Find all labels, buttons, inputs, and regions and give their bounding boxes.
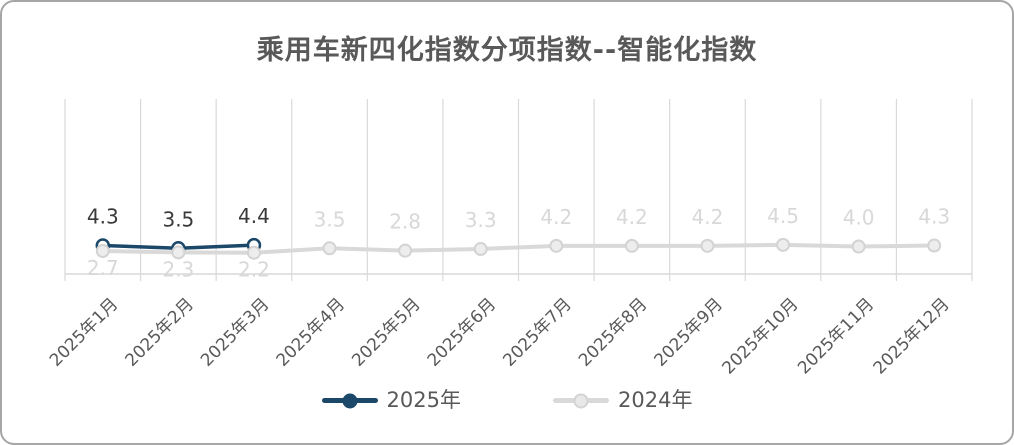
x-axis-label: 2025年5月 xyxy=(348,294,424,370)
legend-line-marker-2025-icon xyxy=(321,393,378,408)
data-point-marker-2024[interactable] xyxy=(549,238,564,253)
data-point-marker-2024[interactable] xyxy=(473,241,488,256)
data-label-2025: 3.5 xyxy=(162,207,194,231)
data-label-2025: 4.4 xyxy=(238,204,270,228)
legend-label-2025: 2025年 xyxy=(386,388,461,412)
data-point-marker-2024[interactable] xyxy=(246,245,261,260)
data-point-marker-2024[interactable] xyxy=(171,245,186,260)
x-axis-label: 2025年4月 xyxy=(273,294,349,370)
data-label-2024: 4.2 xyxy=(616,205,648,229)
data-label-2024: 2.2 xyxy=(238,258,270,282)
data-point-marker-2024[interactable] xyxy=(398,243,413,258)
x-axis-label: 2025年3月 xyxy=(197,294,273,370)
data-point-marker-2024[interactable] xyxy=(927,238,942,253)
x-axis-label: 2025年8月 xyxy=(575,294,651,370)
data-point-marker-2024[interactable] xyxy=(322,241,337,256)
x-axis-label: 2025年7月 xyxy=(499,294,575,370)
data-label-2024: 3.5 xyxy=(314,207,346,231)
x-axis-label: 2025年12月 xyxy=(870,294,954,378)
data-point-marker-2024[interactable] xyxy=(776,237,791,252)
data-label-2024: 4.2 xyxy=(692,205,724,229)
data-label-2024: 4.0 xyxy=(843,206,875,230)
data-point-marker-2024[interactable] xyxy=(700,238,715,253)
x-axis-label: 2025年11月 xyxy=(794,294,878,378)
series-line-2024 xyxy=(100,242,937,255)
legend-label-2024: 2024年 xyxy=(618,388,693,412)
x-axis-label: 2025年2月 xyxy=(121,294,197,370)
chart-title: 乘用车新四化指数分项指数--智能化指数 xyxy=(256,35,758,66)
data-label-2024: 2.3 xyxy=(162,257,194,281)
data-point-marker-2024[interactable] xyxy=(851,239,866,254)
data-point-marker-2024[interactable] xyxy=(624,238,639,253)
data-label-2025: 4.3 xyxy=(87,205,119,229)
legend-item-2025[interactable]: 2025年 xyxy=(321,388,461,412)
x-axis-label: 2025年10月 xyxy=(718,294,802,378)
legend-dot-2025 xyxy=(342,393,358,408)
data-label-2024: 3.3 xyxy=(465,208,497,232)
data-label-2024: 4.3 xyxy=(918,205,950,229)
x-axis-label: 2025年1月 xyxy=(46,294,122,370)
data-label-2024: 2.7 xyxy=(87,256,119,280)
data-label-2024: 2.8 xyxy=(389,210,421,234)
data-label-2024: 4.5 xyxy=(767,204,799,228)
data-point-marker-2024[interactable] xyxy=(95,244,110,259)
legend-dot-2024 xyxy=(573,393,589,408)
legend-line-marker-2024-icon xyxy=(553,393,609,408)
x-axis-label: 2025年6月 xyxy=(424,294,500,370)
chart-legend: 2025年 2024年 xyxy=(2,390,1012,411)
x-axis-label: 2025年9月 xyxy=(651,294,727,370)
legend-item-2024[interactable]: 2024年 xyxy=(553,390,692,411)
data-label-2024: 4.2 xyxy=(540,205,572,229)
